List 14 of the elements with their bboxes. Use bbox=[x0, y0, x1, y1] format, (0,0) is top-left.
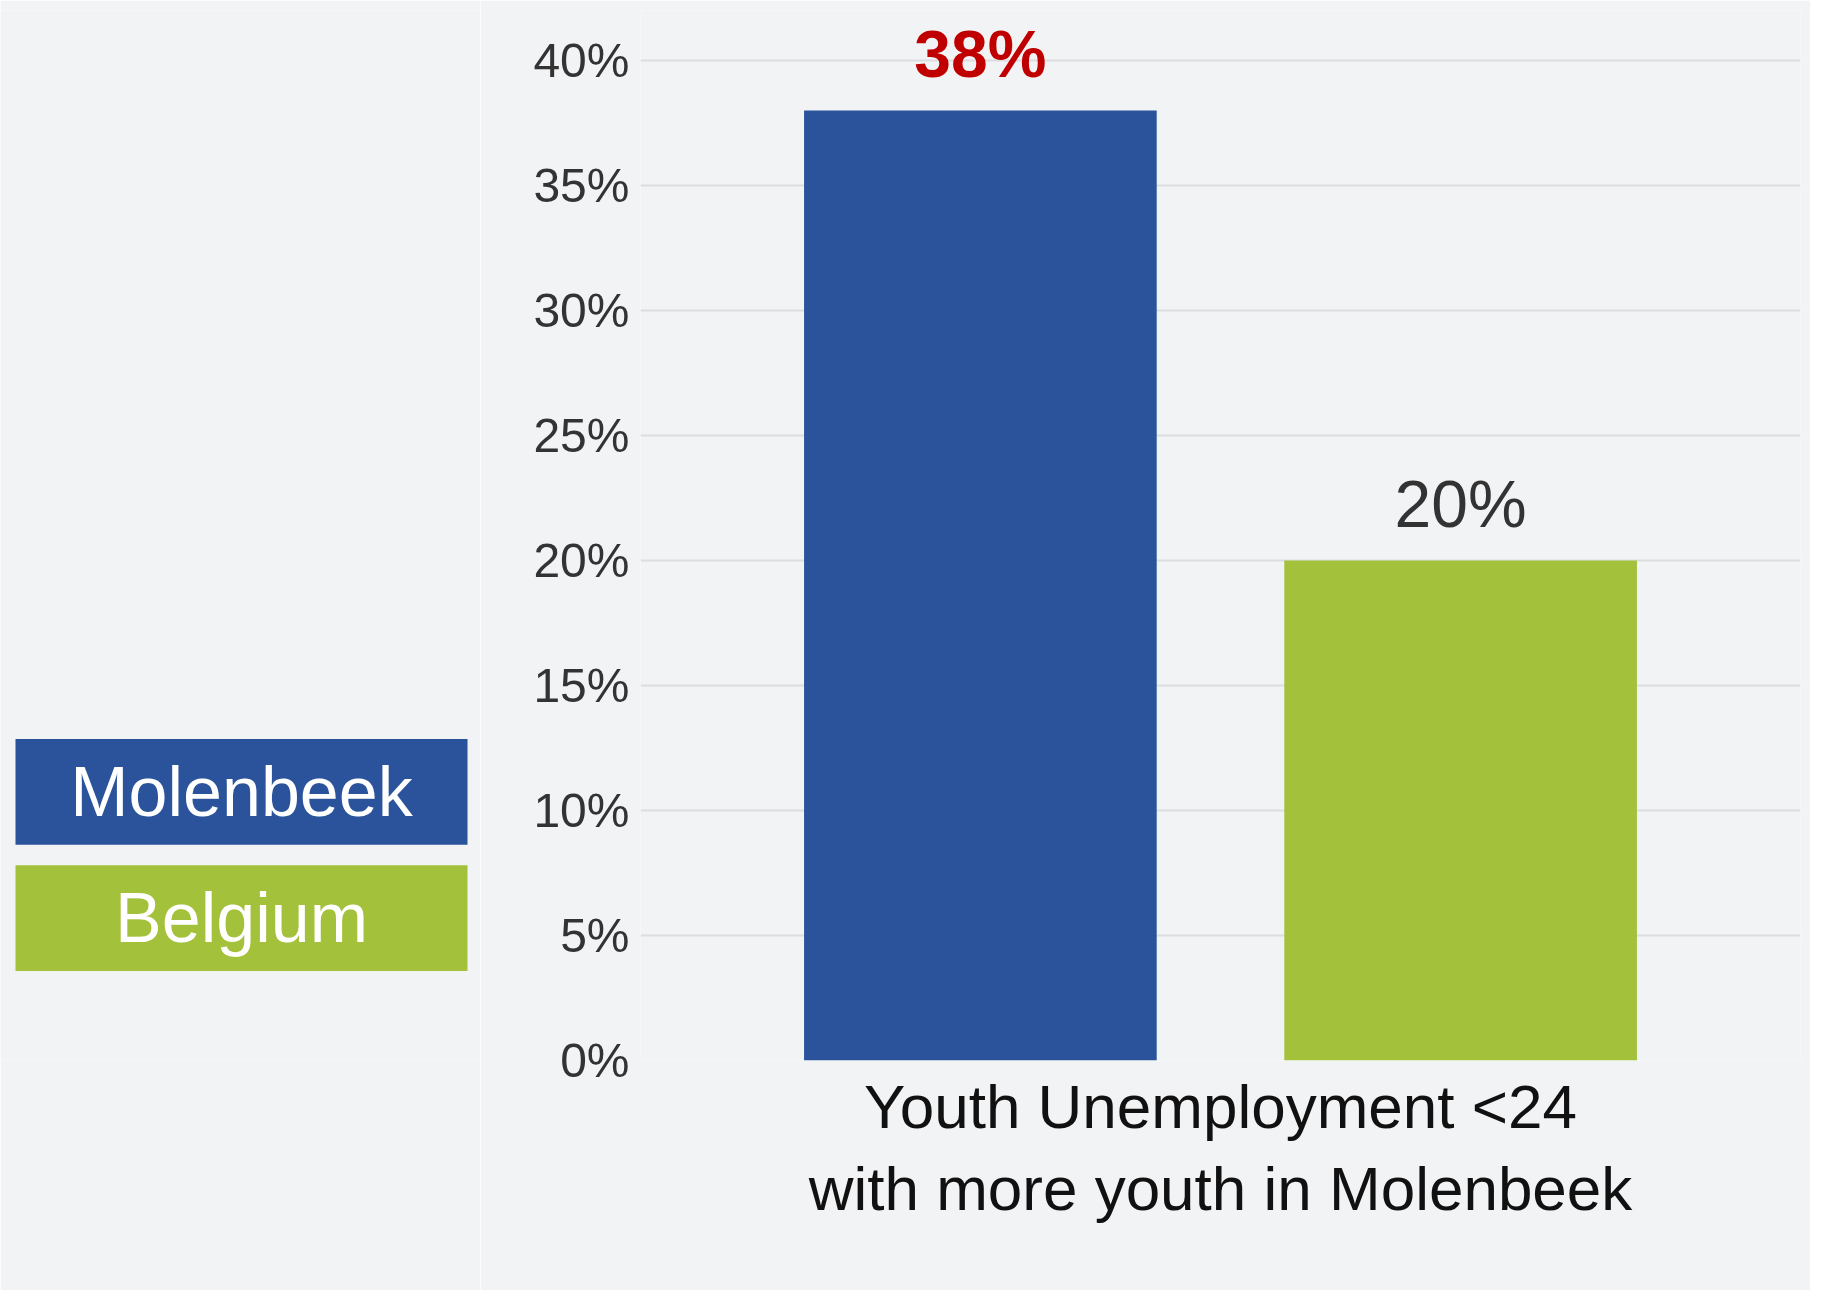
y-tick-label: 20% bbox=[533, 534, 630, 587]
x-axis-title: Youth Unemployment <24 with more youth in Molenbeek bbox=[807, 1071, 1634, 1224]
y-tick-label: 5% bbox=[560, 909, 630, 962]
y-tick-label: 30% bbox=[533, 284, 630, 337]
y-tick-label: 10% bbox=[533, 784, 630, 837]
y-tick-label: 35% bbox=[533, 159, 630, 212]
y-tick-label: 40% bbox=[533, 34, 630, 87]
data-label: 20% bbox=[1394, 466, 1527, 541]
y-tick-label: 15% bbox=[533, 659, 630, 712]
text: Molenbeek bbox=[70, 752, 414, 831]
text: Belgium bbox=[115, 879, 368, 958]
y-tick-label: 0% bbox=[560, 1034, 630, 1087]
data-label: 38% bbox=[914, 16, 1047, 91]
y-tick-label: 25% bbox=[533, 409, 630, 462]
